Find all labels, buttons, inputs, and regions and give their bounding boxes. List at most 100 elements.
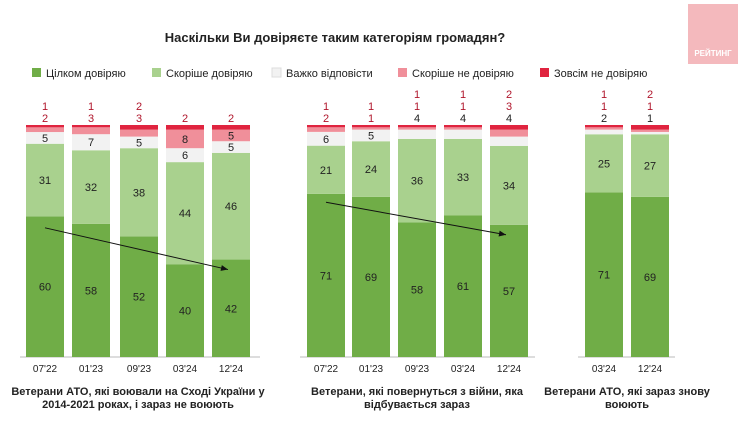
x-tick-label: 03'24 (592, 364, 617, 375)
data-label: 33 (457, 172, 469, 184)
data-label: 31 (39, 175, 51, 187)
bar-segment (352, 127, 390, 130)
x-tick-label: 09'23 (405, 364, 430, 375)
data-label: 4 (414, 113, 420, 125)
data-label: 2 (601, 113, 607, 125)
bar-segment (398, 222, 436, 357)
bar-segment (631, 129, 669, 132)
data-label: 3 (506, 101, 512, 113)
bar-segment (490, 136, 528, 146)
data-label: 1 (601, 89, 607, 101)
legend-label: Скоріше довіряю (166, 68, 253, 80)
bar-segment (166, 148, 204, 163)
x-tick-label: 12'24 (638, 364, 663, 375)
data-label: 42 (225, 303, 237, 315)
group-label: відбувається зараз (364, 399, 471, 411)
data-label: 2 (182, 113, 188, 125)
group-label: 2014-2021 роках, і зараз не воюють (42, 399, 234, 411)
legend-swatch (32, 68, 41, 77)
data-label: 40 (179, 306, 191, 318)
bar-segment (585, 134, 623, 193)
data-label: 4 (506, 113, 512, 125)
trend-arrow-line (44, 227, 229, 271)
bar-segment (26, 125, 64, 128)
legend-label: Скоріше не довіряю (412, 68, 514, 80)
data-label: 69 (644, 272, 656, 284)
bar-segment (398, 125, 436, 128)
bar-segment (212, 129, 250, 142)
bar-segment (352, 196, 390, 357)
data-label: 71 (320, 270, 332, 282)
legend-label: Цілком довіряю (46, 68, 126, 80)
legend-swatch (271, 67, 282, 78)
x-tick-label: 09'23 (127, 364, 152, 375)
bar-segment (585, 192, 623, 357)
data-label: 27 (644, 161, 656, 173)
bar-segment (490, 129, 528, 137)
data-label: 21 (320, 165, 332, 177)
x-tick-label: 03'24 (173, 364, 198, 375)
data-label: 8 (182, 134, 188, 146)
data-label: 2 (42, 113, 48, 125)
data-label: 61 (457, 281, 469, 293)
data-label: 34 (503, 180, 515, 192)
data-label: 1 (414, 89, 420, 101)
data-label: 38 (133, 187, 145, 199)
bar-segment (444, 127, 482, 130)
data-label: 1 (647, 101, 653, 113)
bar-segment (352, 129, 390, 142)
bar-segment (307, 193, 345, 357)
legend-swatch (540, 68, 549, 77)
bar-segment (166, 264, 204, 357)
data-label: 5 (228, 142, 234, 154)
data-label: 57 (503, 286, 515, 298)
bar-segment (26, 216, 64, 357)
bar-segment (631, 131, 669, 135)
data-label: 25 (598, 158, 610, 170)
data-label: 32 (85, 182, 97, 194)
bar-segment (212, 152, 250, 260)
bar-segment (166, 162, 204, 265)
bar-segment (307, 125, 345, 128)
data-label: 2 (506, 89, 512, 101)
data-label: 2 (228, 113, 234, 125)
trend-arrow-head (498, 230, 506, 237)
chart-title: Наскільки Ви довіряєте таким категоріям … (165, 30, 506, 45)
bar-segment (631, 125, 669, 130)
data-label: 1 (368, 101, 374, 113)
data-label: 1 (88, 101, 94, 113)
bar-segment (120, 136, 158, 149)
bar-segment (26, 143, 64, 217)
data-label: 60 (39, 282, 51, 294)
data-label: 46 (225, 201, 237, 213)
bar-segment (631, 196, 669, 357)
data-label: 1 (601, 101, 607, 113)
bar-segment (26, 132, 64, 144)
bar-segment (212, 259, 250, 357)
bar-segment (585, 125, 623, 128)
bar-segment (307, 127, 345, 132)
data-label: 2 (323, 113, 329, 125)
data-label: 6 (182, 150, 188, 162)
legend-swatch (152, 68, 161, 77)
bar-segment (120, 148, 158, 237)
data-label: 44 (179, 208, 191, 220)
bar-segment (444, 215, 482, 357)
bar-segment (352, 141, 390, 197)
bar-segment (398, 129, 436, 139)
bar-segment (72, 150, 110, 224)
bar-segment (212, 125, 250, 130)
bar-segment (490, 145, 528, 225)
data-label: 24 (365, 164, 377, 176)
bar-segment (120, 236, 158, 357)
legend-label: Зовсім не довіряю (554, 68, 647, 80)
data-label: 3 (136, 113, 142, 125)
data-label: 5 (42, 133, 48, 145)
data-label: 3 (88, 113, 94, 125)
x-tick-label: 07'22 (33, 364, 58, 375)
bar-segment (72, 127, 110, 135)
bar-segment (166, 125, 204, 130)
data-label: 5 (368, 130, 374, 142)
group-label: Ветерани АТО, які воювали на Сході Украї… (11, 386, 265, 398)
